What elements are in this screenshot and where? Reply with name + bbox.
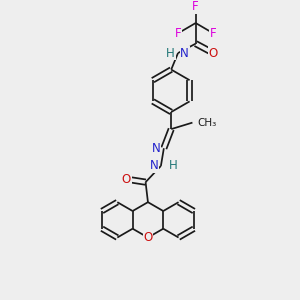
Text: CH₃: CH₃	[198, 118, 217, 128]
Text: O: O	[143, 231, 153, 244]
Text: F: F	[210, 27, 217, 40]
Text: F: F	[192, 0, 199, 13]
Text: H: H	[166, 46, 175, 60]
Text: N: N	[152, 142, 161, 155]
Text: O: O	[122, 173, 131, 186]
Text: N: N	[180, 46, 189, 60]
Text: N: N	[150, 159, 158, 172]
Text: F: F	[175, 27, 181, 40]
Text: H: H	[169, 159, 178, 172]
Text: O: O	[209, 46, 218, 60]
